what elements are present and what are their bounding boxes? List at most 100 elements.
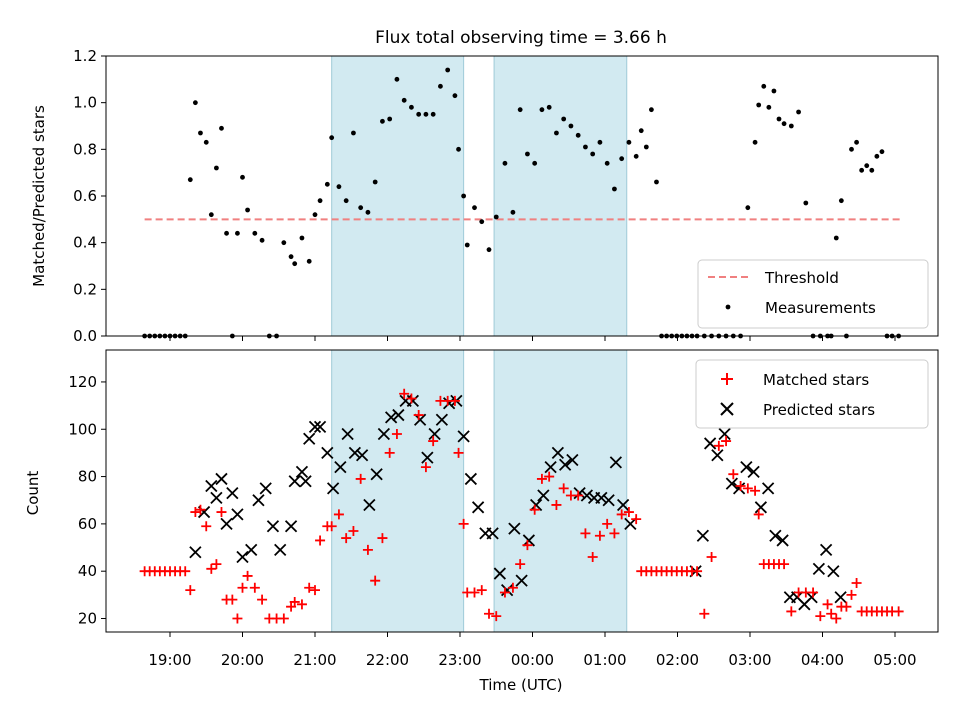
predicted-marker (308, 420, 322, 434)
bottom-y-tick-label: 60 (78, 515, 97, 533)
top-shaded-interval-1 (331, 55, 465, 337)
matched-marker (551, 499, 562, 510)
predicted-marker (595, 491, 608, 504)
matched-marker (728, 469, 739, 480)
predicted-marker (827, 565, 840, 578)
top-y-tick-label: 0.8 (73, 140, 97, 158)
measurement-point (452, 93, 458, 99)
x-tick-label: 04:00 (801, 651, 844, 669)
measurement-point (568, 123, 574, 129)
measurement-point (493, 214, 499, 220)
measurement-point (833, 235, 839, 241)
predicted-marker (442, 397, 456, 410)
measurement-point (438, 83, 443, 89)
matched-marker (362, 544, 373, 555)
measurement-point (351, 130, 356, 136)
matched-marker (573, 490, 584, 501)
matched-marker (558, 483, 569, 494)
matched-marker (786, 606, 797, 617)
measurement-point (192, 100, 198, 106)
predicted-marker (384, 411, 398, 424)
predicted-marker (215, 472, 228, 486)
matched-marker (304, 582, 315, 593)
matched-marker (190, 507, 201, 518)
predicted-marker (776, 534, 789, 547)
measurement-point (761, 83, 767, 89)
matched-marker (476, 585, 487, 596)
measurement-point (409, 104, 414, 110)
legend-threshold-label: Threshold (764, 269, 839, 287)
bottom-legend-box (695, 359, 929, 429)
matched-marker (779, 559, 790, 570)
measurement-point (445, 67, 451, 73)
measurement-point (525, 151, 530, 157)
top-x-ticks (169, 336, 896, 341)
measurement-point (510, 209, 516, 215)
predicted-marker (761, 482, 775, 495)
matched-marker (206, 563, 217, 574)
predicted-marker (464, 472, 478, 486)
bottom-y-tick-label: 20 (78, 610, 97, 628)
matched-marker (822, 599, 833, 610)
measurement-point (365, 209, 371, 215)
measurement-point (317, 198, 323, 204)
measurement-point (626, 139, 632, 145)
matched-marker (808, 587, 819, 598)
measurement-point (575, 132, 581, 138)
measurement-point (546, 104, 552, 110)
measurement-point (324, 181, 330, 187)
matched-marker (289, 596, 300, 607)
measurement-point (214, 165, 219, 171)
predicted-marker (486, 527, 499, 540)
top-shaded-regions (331, 55, 628, 337)
bottom-shaded-interval-1 (331, 349, 465, 633)
matched-marker (278, 613, 289, 624)
matched-marker (195, 504, 206, 515)
predicted-marker (551, 446, 565, 460)
predicted-marker (189, 546, 202, 559)
bottom-y-tick-label: 80 (78, 468, 97, 486)
measurement-point (208, 212, 214, 218)
predicted-marker (740, 460, 753, 474)
matched-marker (699, 608, 710, 619)
measurement-point (252, 230, 258, 236)
measurement-point (464, 242, 470, 248)
predicted-marker (819, 543, 833, 557)
measurement-point (854, 139, 859, 145)
matched-marker (841, 601, 852, 612)
measurement-point (859, 167, 865, 173)
x-tick-label: 03:00 (728, 651, 771, 669)
predicted-marker (377, 427, 391, 441)
measurement-point (583, 144, 588, 150)
measurement-point (299, 235, 305, 241)
matched-marker (370, 575, 381, 586)
top-axes: 0.0 0.2 0.4 0.6 0.8 1.0 1.2 Matched/Predicted … (30, 47, 939, 345)
measurement-point (638, 128, 644, 134)
predicted-marker (326, 482, 340, 495)
predicted-marker (769, 529, 782, 542)
measurement-point (358, 205, 364, 211)
predicted-marker (266, 520, 280, 533)
measurement-point (372, 179, 378, 185)
matched-marker (753, 509, 764, 520)
matched-marker (420, 462, 431, 473)
matched-marker (449, 395, 460, 406)
predicted-marker (834, 591, 847, 604)
matched-marker (692, 566, 703, 577)
predicted-marker (812, 562, 826, 575)
x-tick-label: 01:00 (583, 651, 626, 669)
matched-marker (227, 594, 238, 605)
predicted-marker (288, 475, 301, 488)
predicted-markers (189, 394, 847, 611)
bottom-y-tick-label: 40 (78, 562, 97, 580)
measurement-point (612, 186, 617, 192)
matched-marker (499, 587, 510, 598)
measurement-point (240, 174, 245, 180)
measurement-point (654, 179, 659, 185)
bottom-x-ticks: 19:00 20:00 21:00 22:00 23:00 00:00 01:00 02:00… (148, 632, 917, 669)
predicted-marker (696, 529, 710, 542)
top-shaded-interval-2 (493, 55, 628, 337)
measurement-point (838, 198, 844, 204)
predicted-marker (334, 460, 347, 474)
predicted-marker (711, 449, 724, 462)
